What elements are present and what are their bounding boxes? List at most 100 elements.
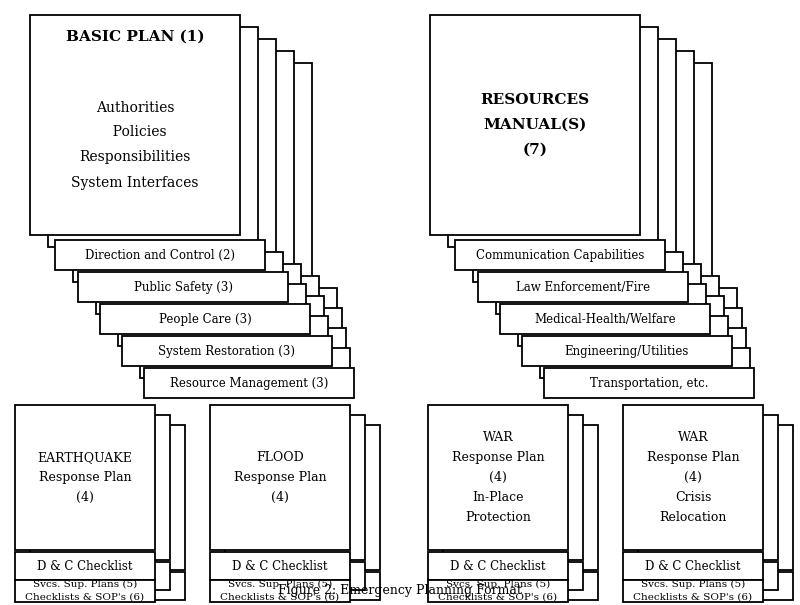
- Text: People Care (3): People Care (3): [158, 313, 251, 325]
- Text: Medical-Health/Welfare: Medical-Health/Welfare: [534, 313, 676, 325]
- Text: WAR
Response Plan
(4)
In-Place
Protection: WAR Response Plan (4) In-Place Protectio…: [452, 431, 544, 524]
- Bar: [502, 63, 712, 283]
- Text: BASIC PLAN (1): BASIC PLAN (1): [66, 30, 204, 44]
- Bar: [84, 51, 294, 271]
- Bar: [540, 348, 750, 378]
- Bar: [48, 27, 258, 247]
- Bar: [30, 562, 170, 590]
- Text: WAR
Response Plan
(4)
Crisis
Relocation: WAR Response Plan (4) Crisis Relocation: [646, 431, 739, 524]
- Bar: [544, 368, 754, 398]
- Text: Svcs. Sup. Plans (5)
Checklists & SOP's (6): Svcs. Sup. Plans (5) Checklists & SOP's …: [221, 580, 339, 602]
- Bar: [210, 552, 350, 580]
- Text: Svcs. Sup. Plans (5)
Checklists & SOP's (6): Svcs. Sup. Plans (5) Checklists & SOP's …: [634, 580, 753, 602]
- Bar: [55, 240, 265, 270]
- Bar: [623, 552, 763, 580]
- Text: Public Safety (3): Public Safety (3): [134, 281, 233, 293]
- Text: Engineering/Utilities: Engineering/Utilities: [565, 344, 689, 358]
- Bar: [102, 63, 312, 283]
- Bar: [225, 415, 365, 560]
- Bar: [428, 552, 568, 580]
- Bar: [96, 284, 306, 314]
- Bar: [430, 15, 640, 235]
- Bar: [458, 572, 598, 600]
- Bar: [496, 284, 706, 314]
- Bar: [15, 552, 155, 580]
- Bar: [210, 580, 350, 602]
- Bar: [514, 296, 724, 326]
- Text: RESOURCES
MANUAL(S)
(7): RESOURCES MANUAL(S) (7): [481, 93, 590, 157]
- Bar: [458, 425, 598, 570]
- Bar: [473, 252, 683, 282]
- Text: Authorities
  Policies
Responsibilities
System Interfaces: Authorities Policies Responsibilities Sy…: [71, 100, 198, 189]
- Bar: [210, 405, 350, 550]
- Text: Communication Capabilities: Communication Capabilities: [476, 249, 644, 261]
- Bar: [509, 276, 719, 306]
- Bar: [478, 272, 688, 302]
- Text: System Restoration (3): System Restoration (3): [158, 344, 295, 358]
- Bar: [536, 328, 746, 358]
- Bar: [532, 308, 742, 338]
- Bar: [225, 562, 365, 590]
- Bar: [522, 336, 732, 366]
- Bar: [73, 252, 283, 282]
- Bar: [484, 51, 694, 271]
- Bar: [127, 288, 337, 318]
- Bar: [140, 348, 350, 378]
- Bar: [118, 316, 328, 346]
- Bar: [428, 580, 568, 602]
- Bar: [109, 276, 319, 306]
- Bar: [114, 296, 324, 326]
- Text: Direction and Control (2): Direction and Control (2): [85, 249, 235, 261]
- Bar: [144, 368, 354, 398]
- Bar: [623, 405, 763, 550]
- Text: D & C Checklist: D & C Checklist: [646, 560, 741, 572]
- Bar: [240, 425, 380, 570]
- Bar: [428, 405, 568, 550]
- Bar: [455, 240, 665, 270]
- Bar: [240, 572, 380, 600]
- Bar: [638, 415, 778, 560]
- Text: Svcs. Sup. Plans (5)
Checklists & SOP's (6): Svcs. Sup. Plans (5) Checklists & SOP's …: [438, 580, 558, 602]
- Bar: [653, 572, 793, 600]
- Bar: [653, 425, 793, 570]
- Bar: [132, 308, 342, 338]
- Text: D & C Checklist: D & C Checklist: [450, 560, 546, 572]
- Text: Law Enforcement/Fire: Law Enforcement/Fire: [516, 281, 650, 293]
- Bar: [122, 336, 332, 366]
- Bar: [100, 304, 310, 334]
- Bar: [638, 562, 778, 590]
- Bar: [45, 572, 185, 600]
- Bar: [45, 425, 185, 570]
- Bar: [91, 264, 301, 294]
- Bar: [30, 15, 240, 235]
- Bar: [500, 304, 710, 334]
- Text: Svcs. Sup. Plans (5)
Checklists & SOP's (6): Svcs. Sup. Plans (5) Checklists & SOP's …: [26, 580, 145, 602]
- Text: D & C Checklist: D & C Checklist: [232, 560, 328, 572]
- Text: FLOOD
Response Plan
(4): FLOOD Response Plan (4): [234, 451, 326, 504]
- Bar: [466, 39, 676, 259]
- Text: Resource Management (3): Resource Management (3): [170, 376, 328, 390]
- Text: Figure 2: Emergency Planning Format: Figure 2: Emergency Planning Format: [278, 584, 522, 597]
- Bar: [443, 562, 583, 590]
- Bar: [623, 580, 763, 602]
- Bar: [443, 415, 583, 560]
- Bar: [448, 27, 658, 247]
- Bar: [15, 580, 155, 602]
- Bar: [78, 272, 288, 302]
- Bar: [15, 405, 155, 550]
- Text: EARTHQUAKE
Response Plan
(4): EARTHQUAKE Response Plan (4): [38, 451, 133, 504]
- Bar: [527, 288, 737, 318]
- Text: Transportation, etc.: Transportation, etc.: [590, 376, 708, 390]
- Bar: [491, 264, 701, 294]
- Bar: [136, 328, 346, 358]
- Text: D & C Checklist: D & C Checklist: [38, 560, 133, 572]
- Bar: [30, 415, 170, 560]
- Bar: [66, 39, 276, 259]
- Bar: [518, 316, 728, 346]
